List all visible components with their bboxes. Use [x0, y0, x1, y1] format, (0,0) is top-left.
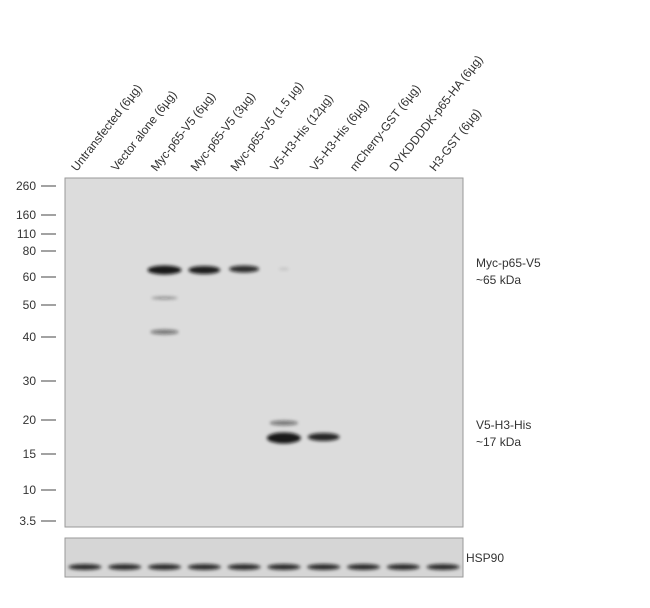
band	[68, 564, 102, 570]
marker-label: 3.5	[19, 514, 36, 528]
band	[278, 268, 289, 270]
bands	[68, 265, 460, 570]
band	[151, 296, 178, 300]
band	[187, 564, 221, 570]
marker-label: 160	[16, 208, 36, 222]
band	[227, 564, 261, 570]
lane-label: Myc-p65-V5 (1.5 µg)	[227, 79, 306, 174]
band	[150, 329, 179, 335]
band	[266, 432, 301, 444]
loading-control-label: HSP90	[466, 551, 504, 565]
band	[347, 564, 380, 570]
band	[426, 564, 460, 570]
marker-label: 260	[16, 179, 36, 193]
marker-label: 15	[23, 447, 37, 461]
marker-label: 80	[23, 244, 37, 258]
lane-label: Untransfected (6µg)	[68, 81, 144, 173]
band-label: Myc-p65-V5	[476, 256, 541, 270]
band-size: ~65 kDa	[476, 273, 521, 287]
loading-blot	[64, 537, 464, 578]
band	[269, 420, 298, 426]
band	[229, 265, 260, 273]
band	[188, 266, 221, 274]
marker-label: 10	[23, 483, 37, 497]
main-blot	[64, 177, 464, 528]
band	[108, 564, 142, 570]
marker-label: 30	[23, 374, 37, 388]
band	[267, 564, 301, 570]
lane-label: mCherry-GST (6µg)	[347, 82, 423, 174]
marker-label: 50	[23, 298, 37, 312]
marker-label: 60	[23, 270, 37, 284]
band	[386, 564, 420, 570]
band	[307, 564, 341, 570]
marker-label: 40	[23, 330, 37, 344]
marker-label: 110	[17, 227, 36, 241]
band	[307, 433, 340, 441]
marker-label: 20	[23, 413, 37, 427]
band-size: ~17 kDa	[476, 435, 521, 449]
band	[148, 564, 181, 570]
band	[147, 265, 182, 275]
band-label: V5-H3-His	[476, 418, 531, 432]
